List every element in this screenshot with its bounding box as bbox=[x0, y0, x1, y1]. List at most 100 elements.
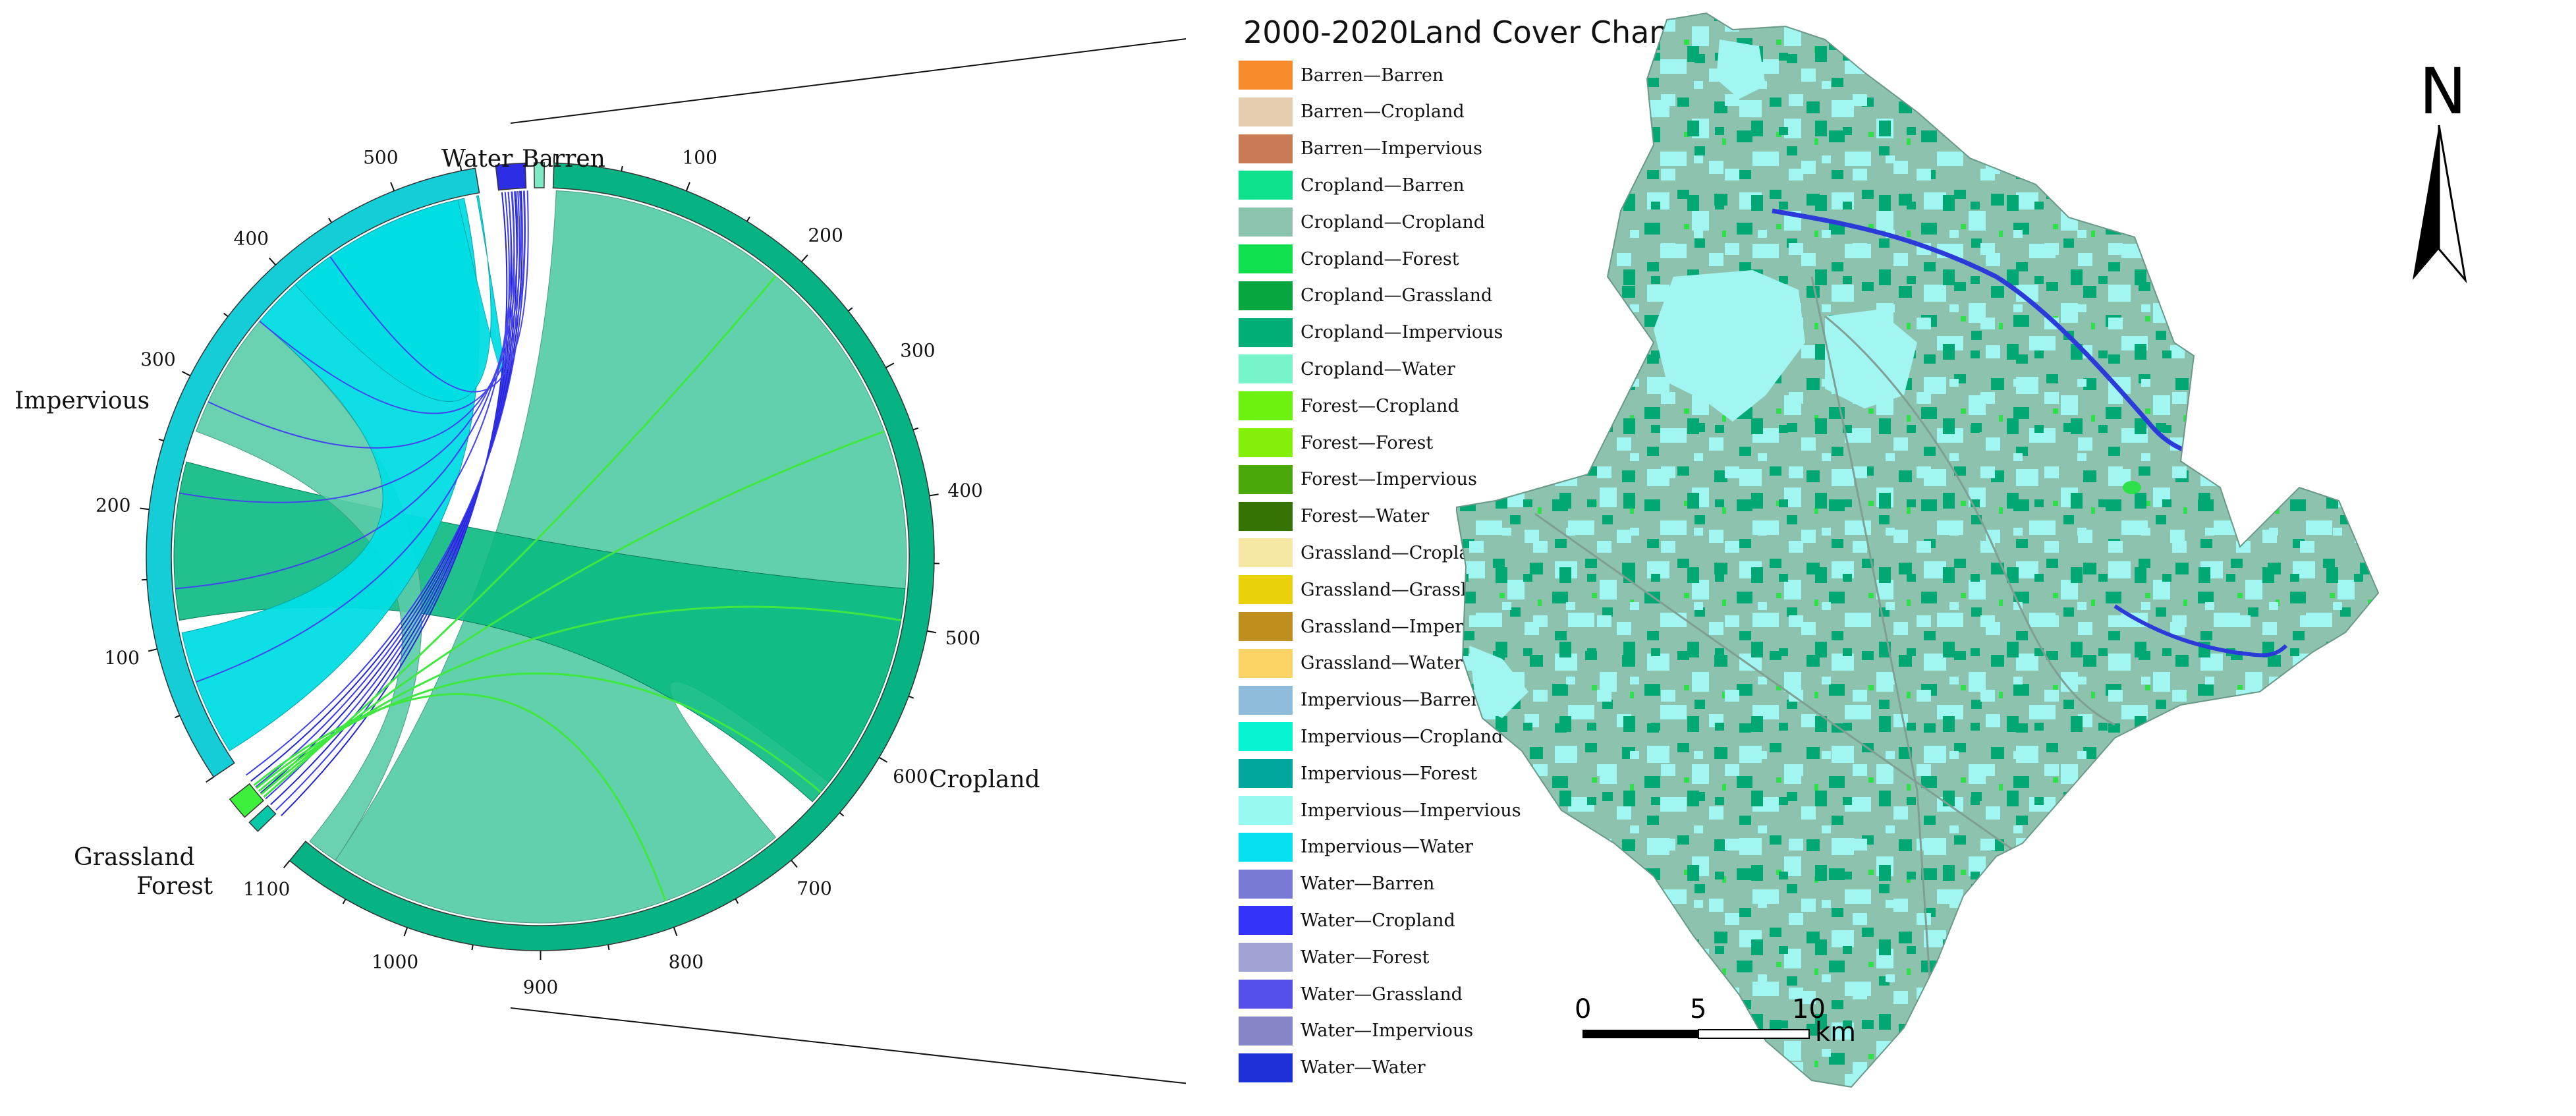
tick-mark-impervious bbox=[269, 258, 276, 265]
tick-mark-cropland bbox=[607, 944, 610, 951]
urban-core-north bbox=[1654, 270, 1805, 422]
river bbox=[1772, 208, 2235, 457]
scale-bar-segment-dark bbox=[1582, 1030, 1698, 1038]
tick-label-impervious: 200 bbox=[96, 495, 130, 516]
tick-label-cropland: 800 bbox=[669, 951, 704, 972]
legend-swatch bbox=[1239, 244, 1293, 273]
group-arc-barren bbox=[533, 162, 546, 188]
legend-label: Water—Grassland bbox=[1301, 984, 1463, 1005]
legend-label: Impervious—Water bbox=[1301, 837, 1474, 858]
legend-item: Cropland—Forest bbox=[1239, 244, 1459, 273]
tick-mark-cropland bbox=[283, 860, 291, 868]
legend-swatch bbox=[1239, 281, 1293, 310]
tick-label-cropland: 200 bbox=[808, 224, 843, 246]
tick-label-cropland: 600 bbox=[893, 766, 928, 787]
tick-mark-cropland bbox=[621, 165, 623, 172]
legend-item: Grassland—Water bbox=[1239, 648, 1463, 678]
group-label-forest: Forest bbox=[136, 873, 213, 900]
legend-label: Barren—Impervious bbox=[1301, 138, 1482, 159]
legend-item: Barren—Cropland bbox=[1239, 97, 1465, 126]
legend-label: Cropland—Cropland bbox=[1301, 211, 1486, 233]
legend-label: Barren—Barren bbox=[1301, 65, 1444, 86]
legend-label: Cropland—Water bbox=[1301, 358, 1455, 379]
legend-swatch bbox=[1239, 134, 1293, 163]
tick-mark-cropland bbox=[746, 216, 750, 222]
legend-item: Cropland—Barren bbox=[1239, 171, 1465, 200]
scale-label-0: 0 bbox=[1575, 994, 1591, 1024]
tick-label-impervious: 300 bbox=[140, 349, 175, 370]
tick-mark-cropland bbox=[912, 427, 919, 431]
zoom-connector-bottom bbox=[510, 1007, 1186, 1084]
north-arrow-icon bbox=[2413, 125, 2439, 280]
legend-item: Impervious—Water bbox=[1239, 832, 1474, 862]
tick-mark-impervious bbox=[328, 217, 333, 223]
legend-item: Water—Grassland bbox=[1239, 980, 1463, 1009]
tick-label-cropland: 100 bbox=[682, 147, 717, 169]
chord-group-arcs bbox=[146, 162, 935, 951]
group-label-impervious: Impervious bbox=[14, 387, 150, 414]
tick-mark-cropland bbox=[800, 254, 808, 263]
legend-swatch bbox=[1239, 906, 1293, 935]
scale-label-5: 5 bbox=[1690, 994, 1706, 1024]
legend-swatch bbox=[1239, 1016, 1293, 1046]
legend-item: Impervious—Forest bbox=[1239, 759, 1477, 789]
tick-mark-cropland bbox=[908, 695, 914, 699]
legend-item: Impervious—Barren bbox=[1239, 685, 1482, 715]
legend-label: Water—Water bbox=[1301, 1057, 1426, 1078]
legend-swatch bbox=[1239, 391, 1293, 421]
tick-label-cropland: 900 bbox=[523, 976, 558, 998]
tick-mark-impervious bbox=[158, 438, 164, 441]
group-arc-grassland bbox=[229, 783, 264, 818]
legend-item: Grassland—Cropland bbox=[1239, 538, 1492, 568]
tick-mark-impervious bbox=[390, 182, 395, 192]
group-arc-impervious bbox=[146, 167, 480, 778]
tick-label-cropland: 300 bbox=[900, 340, 935, 362]
tick-mark-cropland bbox=[847, 307, 853, 312]
road-north-south bbox=[1810, 276, 1932, 989]
ribbon-water-impervious-thread bbox=[259, 190, 526, 414]
legend-swatch bbox=[1239, 612, 1293, 641]
legend-label: Forest—Water bbox=[1301, 506, 1430, 527]
urban-west bbox=[1469, 646, 1528, 718]
legend-swatch bbox=[1239, 648, 1293, 678]
tick-label-cropland: 1100 bbox=[243, 878, 290, 900]
tick-mark-cropland bbox=[791, 860, 798, 868]
legend-label: Impervious—Forest bbox=[1301, 763, 1477, 784]
ribbon-water-thread bbox=[260, 191, 518, 794]
legend-item: Cropland—Impervious bbox=[1239, 318, 1503, 347]
road-curve bbox=[1824, 315, 2115, 726]
legend-swatch bbox=[1239, 97, 1293, 126]
land-cover-map: N 0 5 10 km bbox=[1456, 13, 2467, 1088]
legend-swatch bbox=[1239, 980, 1293, 1009]
scale-label-10: 10 bbox=[1792, 994, 1826, 1024]
tick-mark-cropland bbox=[929, 493, 939, 497]
legend-label: Water—Cropland bbox=[1301, 910, 1455, 931]
legend-swatch bbox=[1239, 759, 1293, 789]
urban-north-tip bbox=[1716, 40, 1766, 99]
ribbon-water-impervious-thread bbox=[175, 191, 515, 590]
legend-swatch bbox=[1239, 722, 1293, 752]
chord-diagram: 100 200 300 400 500 600 700 800 900 1000 1100 100 20… bbox=[14, 38, 1186, 1084]
legend-swatch bbox=[1239, 464, 1293, 494]
legend-swatch bbox=[1239, 501, 1293, 531]
ribbon-grassland-thread bbox=[253, 693, 667, 901]
group-arc-forest bbox=[248, 804, 277, 832]
legend-label: Barren—Cropland bbox=[1301, 101, 1465, 123]
legend-item: Forest—Impervious bbox=[1239, 464, 1477, 494]
legend-item: Barren—Impervious bbox=[1239, 134, 1482, 163]
legend-swatch bbox=[1239, 796, 1293, 825]
group-label-grassland: Grassland bbox=[74, 844, 195, 871]
legend-swatch bbox=[1239, 318, 1293, 347]
legend-label: Water—Barren bbox=[1301, 874, 1435, 895]
forest-patch-center bbox=[2123, 481, 2141, 494]
ribbon-water-thread bbox=[250, 190, 523, 782]
ribbon-grassland-thread bbox=[256, 672, 822, 793]
ribbon-water-impervious-thread bbox=[329, 190, 529, 393]
legend-item: Water—Water bbox=[1239, 1053, 1425, 1082]
tick-mark-impervious bbox=[175, 715, 181, 719]
ribbon-water-impervious-thread bbox=[179, 191, 518, 503]
zoom-connector-top bbox=[510, 38, 1186, 124]
legend-swatch bbox=[1239, 428, 1293, 457]
ribbon-cropland-impervious bbox=[173, 461, 906, 802]
legend-label: Forest—Forest bbox=[1301, 432, 1434, 453]
